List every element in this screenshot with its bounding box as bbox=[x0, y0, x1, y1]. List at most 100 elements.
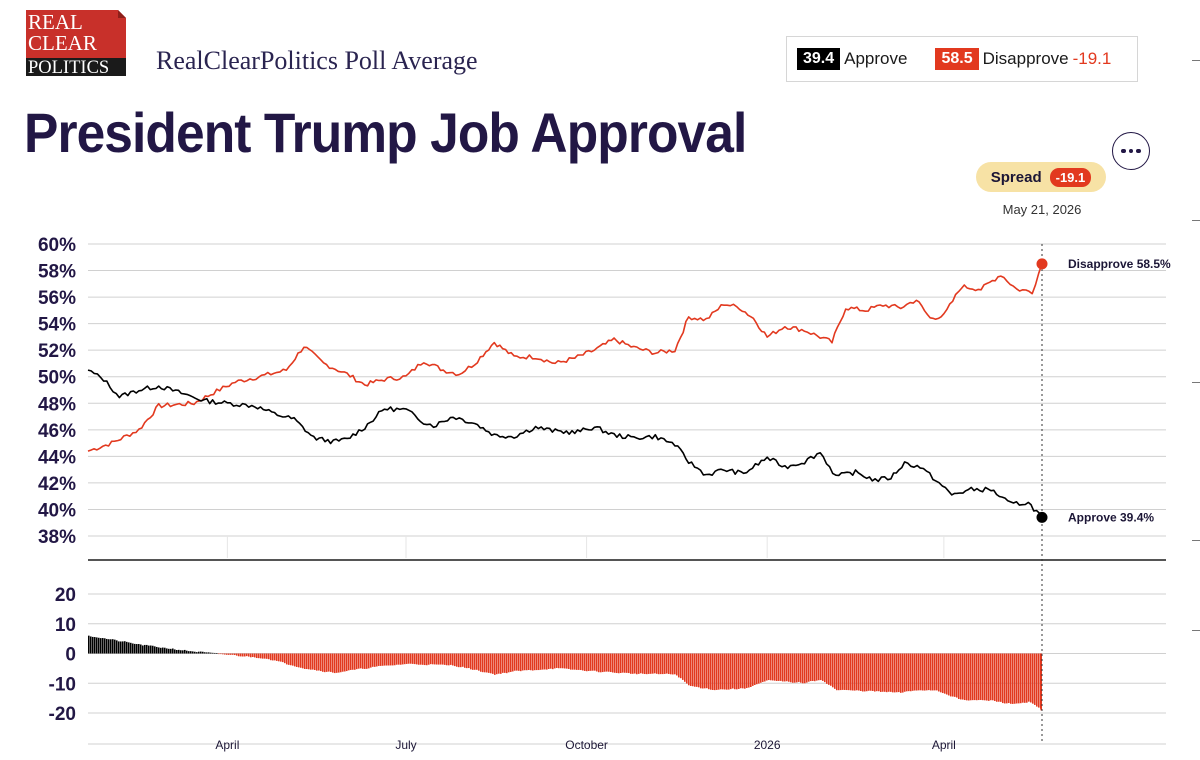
spread-bar bbox=[286, 653, 288, 665]
spread-bar bbox=[356, 653, 358, 670]
spread-bar bbox=[786, 653, 788, 682]
spread-bar bbox=[976, 653, 978, 701]
spread-bar bbox=[584, 653, 586, 671]
spread-bar bbox=[574, 653, 576, 670]
spread-bar bbox=[252, 653, 254, 658]
rcp-logo[interactable]: REAL CLEAR POLITICS bbox=[26, 10, 126, 76]
spread-bar bbox=[914, 653, 916, 691]
spread-bar bbox=[772, 653, 774, 681]
spread-bar-chart bbox=[88, 635, 1042, 711]
spread-bar bbox=[328, 653, 330, 672]
spread-bar bbox=[834, 653, 836, 689]
spread-bar bbox=[132, 643, 134, 654]
spread-pill-label: Spread bbox=[990, 168, 1042, 186]
spread-bar bbox=[474, 653, 476, 670]
spread-bar bbox=[614, 653, 616, 673]
spread-bar bbox=[792, 653, 794, 683]
spread-bar bbox=[616, 653, 618, 674]
spread-bar bbox=[1008, 653, 1010, 704]
x-tick-label: April bbox=[932, 738, 956, 752]
spread-bar bbox=[542, 653, 544, 670]
spread-bar bbox=[874, 653, 876, 692]
spread-bar bbox=[712, 653, 714, 690]
spread-bar bbox=[194, 651, 196, 654]
spread-bar bbox=[126, 641, 128, 654]
x-tick-label: October bbox=[565, 738, 608, 752]
spread-bar bbox=[476, 653, 478, 670]
spread-bar bbox=[986, 653, 988, 701]
spread-bar bbox=[778, 653, 780, 681]
spread-bar bbox=[684, 653, 686, 682]
right-edge-tick bbox=[1192, 630, 1200, 631]
spread-bar bbox=[602, 653, 604, 673]
spread-bar bbox=[932, 653, 934, 691]
spread-bar bbox=[540, 653, 542, 670]
spread-bar bbox=[770, 653, 772, 681]
approve-end-label: Approve 39.4% bbox=[1068, 510, 1154, 524]
spread-bar bbox=[750, 653, 752, 688]
y-tick-label: 44% bbox=[38, 447, 76, 468]
spread-bar bbox=[440, 653, 442, 665]
spread-bar bbox=[266, 653, 268, 659]
spread-bar bbox=[156, 646, 158, 654]
spread-bar bbox=[888, 653, 890, 692]
logo-line-1: REAL bbox=[28, 10, 83, 34]
spread-bar bbox=[608, 653, 610, 672]
spread-pill-value: -19.1 bbox=[1049, 167, 1092, 187]
right-edge-tick bbox=[1192, 540, 1200, 541]
spread-bar bbox=[992, 653, 994, 701]
spread-bar bbox=[518, 653, 520, 671]
spread-bar bbox=[104, 638, 106, 654]
spread-bar bbox=[782, 653, 784, 682]
spread-bar bbox=[808, 653, 810, 682]
spread-bar bbox=[310, 653, 312, 670]
spread-bar bbox=[938, 653, 940, 692]
spread-bar bbox=[728, 653, 730, 690]
spread-bar bbox=[846, 653, 848, 691]
spread-bar bbox=[508, 653, 510, 673]
spread-bar bbox=[350, 653, 352, 670]
approve-endpoint[interactable] bbox=[1036, 511, 1048, 523]
spread-bar bbox=[332, 653, 334, 673]
spread-bar bbox=[448, 653, 450, 666]
spread-bar bbox=[316, 653, 318, 671]
spread-bar bbox=[676, 653, 678, 676]
spread-bar bbox=[382, 653, 384, 666]
spread-bar bbox=[112, 639, 114, 654]
spread-bar bbox=[1012, 653, 1014, 704]
spread-bar bbox=[414, 653, 416, 665]
spread-bar bbox=[1022, 653, 1024, 703]
spread-bar bbox=[828, 653, 830, 685]
spread-bar bbox=[302, 653, 304, 669]
spread-bar bbox=[686, 653, 688, 684]
disapprove-endpoint[interactable] bbox=[1036, 258, 1048, 270]
spread-bar bbox=[618, 653, 620, 674]
spread-bar bbox=[880, 653, 882, 692]
spread-bar bbox=[666, 653, 668, 674]
spread-bar bbox=[512, 653, 514, 672]
spread-bar bbox=[164, 647, 166, 654]
spread-bar bbox=[564, 653, 566, 669]
spread-bar bbox=[624, 653, 626, 673]
spread-bar bbox=[230, 653, 232, 655]
x-tick-label: April bbox=[215, 738, 239, 752]
spread-bar bbox=[534, 653, 536, 671]
spread-bar bbox=[552, 653, 554, 670]
spread-bar bbox=[588, 653, 590, 671]
spread-bar bbox=[890, 653, 892, 692]
spread-y-tick-label: 0 bbox=[65, 645, 76, 666]
y-tick-label: 52% bbox=[38, 341, 76, 362]
spread-bar bbox=[944, 653, 946, 694]
spread-bar bbox=[186, 650, 188, 654]
spread-bar bbox=[876, 653, 878, 692]
spread-bar bbox=[916, 653, 918, 691]
spread-bar bbox=[1024, 653, 1026, 703]
spread-bar bbox=[282, 653, 284, 663]
spread-bar bbox=[260, 653, 262, 659]
spread-bar bbox=[222, 653, 224, 655]
more-options-button[interactable] bbox=[1112, 132, 1150, 170]
y-tick-label: 38% bbox=[38, 527, 76, 548]
spread-bar bbox=[398, 653, 400, 665]
spread-bar bbox=[544, 653, 546, 670]
spread-bar bbox=[200, 651, 202, 654]
